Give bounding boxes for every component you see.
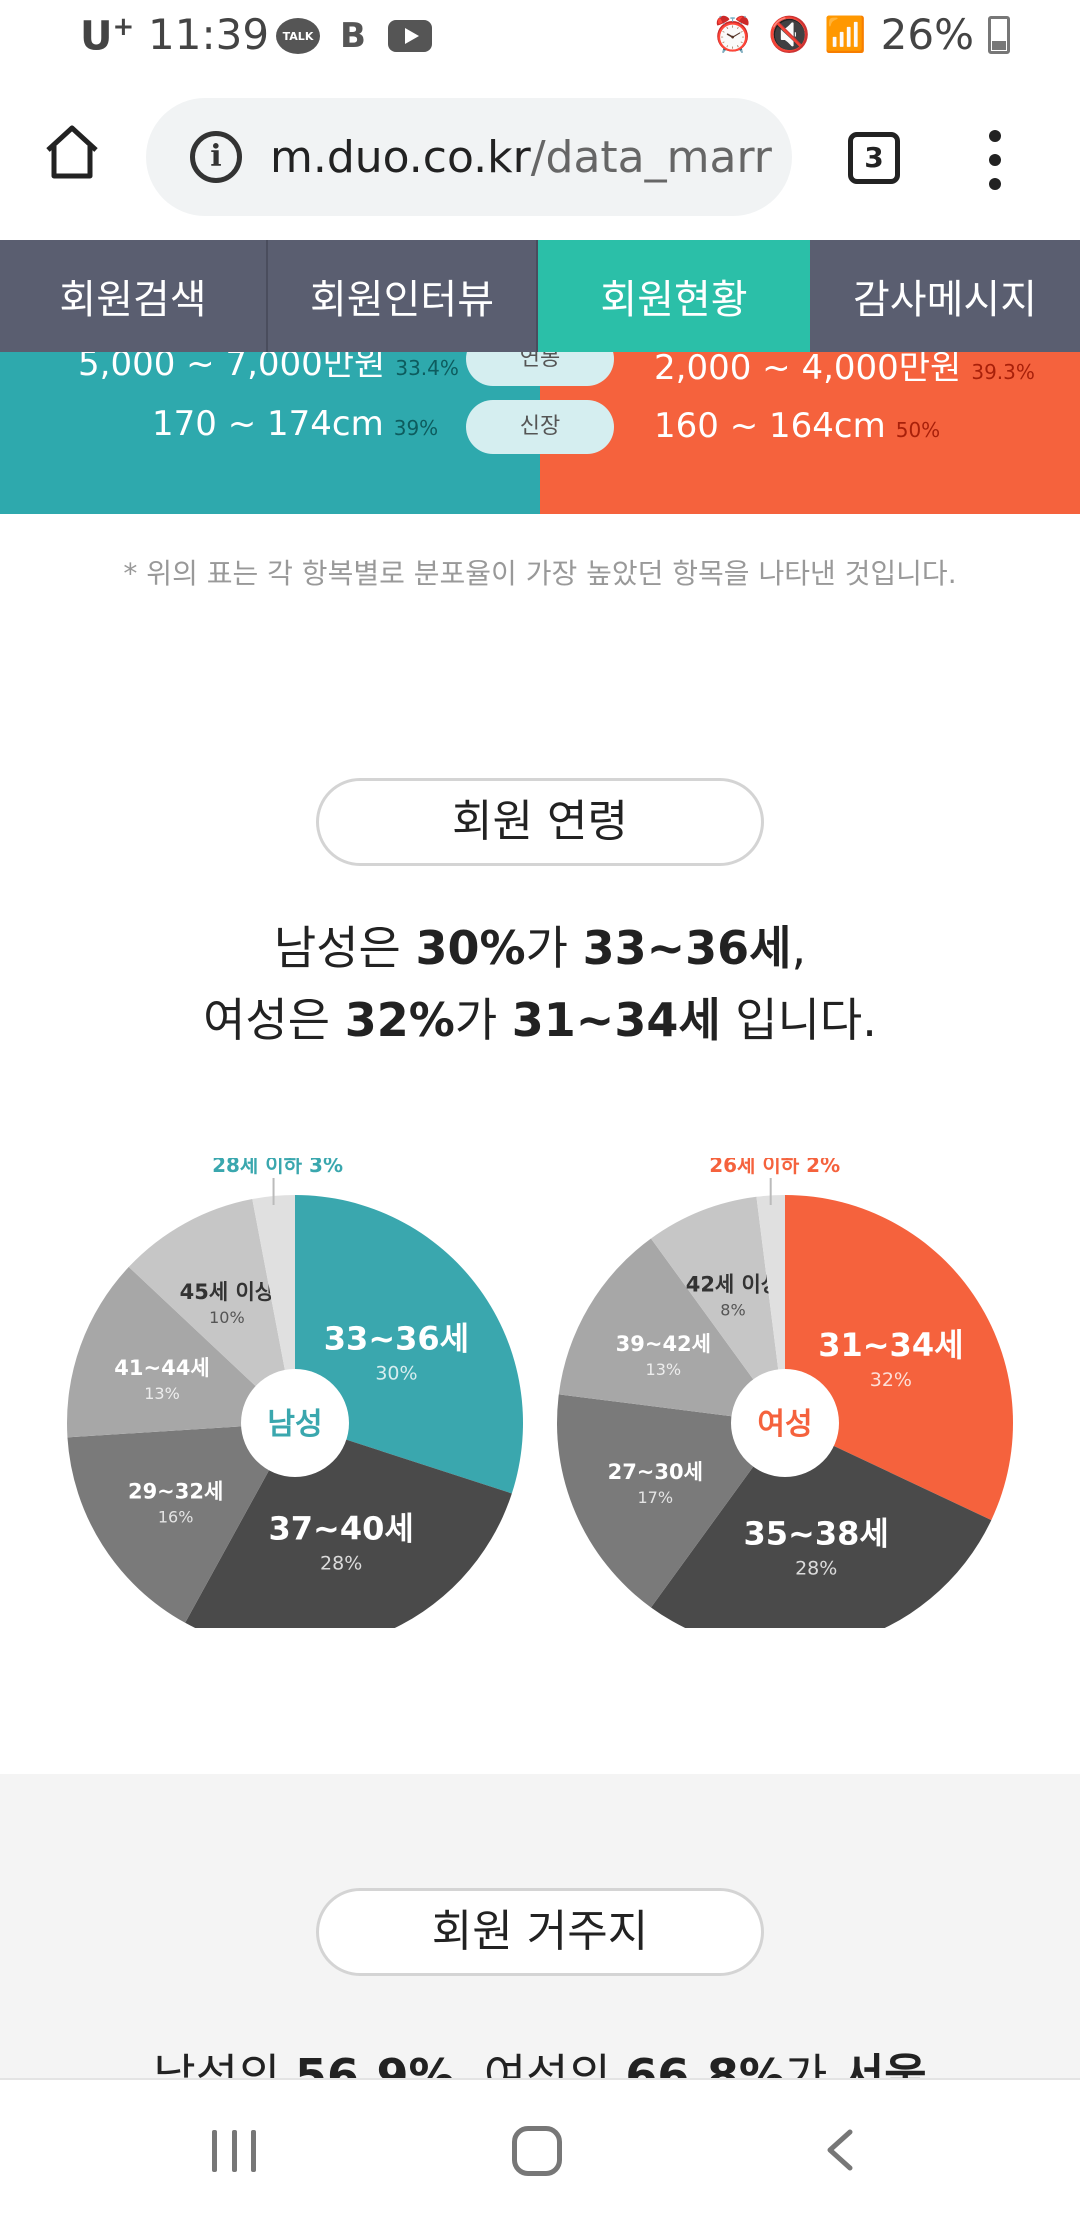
- male-slice-value-2: 16%: [158, 1508, 194, 1527]
- male-pie-slice-2: [67, 1423, 295, 1623]
- male-pie-slice-4: [128, 1199, 295, 1423]
- url-text[interactable]: m.duo.co.kr/data_marr: [270, 132, 772, 183]
- male-pie-label-1: 37~40세 28%: [268, 1510, 413, 1575]
- tab-thanks-message[interactable]: 감사메시지: [853, 277, 1037, 323]
- female-pie-label-0: 31~34세 32%: [818, 1326, 963, 1391]
- female-pie-label-2: 27~30세 17%: [608, 1460, 703, 1507]
- male-pie-center-label: 남성: [267, 1407, 322, 1442]
- female-pie-label-1: 35~38세 28%: [744, 1514, 889, 1579]
- female-pie-center: [731, 1369, 839, 1477]
- male-callout-label: 28세 이하 3%: [212, 1158, 343, 1177]
- male-slice-label-0: 33~36세: [324, 1319, 469, 1357]
- home-icon[interactable]: [40, 120, 104, 184]
- female-pie-slice-4: [650, 1196, 785, 1423]
- female-pie-slice-5: [756, 1195, 785, 1423]
- tab-switcher-button[interactable]: 3: [848, 132, 900, 184]
- address-bar[interactable]: i m.duo.co.kr/data_marr: [146, 98, 792, 216]
- female-pie-svg: 31~34세 32% 35~38세 28% 27~30세 17% 39~42세 13% 42세 …: [557, 1153, 1013, 1651]
- battery-percent: 26%: [880, 10, 974, 59]
- female-pie-label-4: 42세 이상 8%: [686, 1273, 781, 1320]
- male-slice-label-4: 45세 이상: [180, 1280, 275, 1304]
- carrier-label: U+: [80, 12, 135, 60]
- residence-summary: 남성의 56.9%, 여성의 66.8%가 서울: [153, 2049, 927, 2078]
- age-section-title: 회원 연령: [316, 778, 764, 866]
- kakaotalk-icon: TALK: [276, 18, 320, 54]
- female-slice-label-1: 35~38세: [744, 1514, 889, 1552]
- age-summary-male: 남성은 30%가 33~36세,: [273, 921, 807, 975]
- female-slice-label-2: 27~30세: [608, 1460, 703, 1484]
- male-slice-label-1: 37~40세: [268, 1510, 413, 1548]
- tab-member-interview[interactable]: 회원인터뷰: [268, 240, 538, 352]
- home-nav-icon[interactable]: [512, 2126, 562, 2176]
- female-slice-label-3: 39~42세: [616, 1332, 711, 1356]
- female-salary: 2,000 ~ 4,000만원 39.3%: [654, 348, 1035, 388]
- stats-band: 5,000 ~ 7,000만원 33.4% 연봉 2,000 ~ 4,000만원 3…: [0, 332, 1080, 514]
- male-slice-value-0: 30%: [375, 1362, 417, 1384]
- page-content: 회원검색 회원인터뷰 회원현황 감사메시지 5,000 ~ 7,000만원 33.…: [0, 240, 1080, 2078]
- male-slice-label-3: 41~44세: [114, 1356, 209, 1380]
- male-pie-center: [241, 1369, 349, 1477]
- male-pie-slice-1: [185, 1423, 512, 1651]
- footnote: * 위의 표는 각 항복별로 분포율이 가장 높았던 항목을 나타낸 것입니다.: [123, 557, 957, 590]
- male-stats-panel: [0, 352, 540, 514]
- youtube-icon: [388, 20, 432, 52]
- wifi-icon: 📶: [824, 14, 867, 55]
- female-slice-label-0: 31~34세: [818, 1326, 963, 1364]
- male-age-pie-chart: 33~36세 30% 37~40세 28% 29~32세 16% 41~44세 13% 45세 …: [60, 1153, 530, 1651]
- male-slice-value-1: 28%: [320, 1553, 362, 1575]
- female-pie-slice-3: [558, 1238, 785, 1423]
- residence-section: 회원 거주지 남성의 56.9%, 여성의 66.8%가 서울: [0, 1774, 1080, 2078]
- back-icon[interactable]: [820, 2128, 860, 2172]
- female-slice-value-1: 28%: [795, 1557, 837, 1579]
- female-slice-value-0: 32%: [870, 1369, 912, 1391]
- male-pie-slice-0: [295, 1195, 523, 1494]
- female-pie-slice-1: [650, 1423, 992, 1651]
- female-pie-slice-0: [785, 1195, 1013, 1521]
- status-indicators: ⏰ 🔇 📶 26%: [712, 10, 1010, 59]
- male-slice-value-4: 10%: [209, 1308, 245, 1327]
- residence-section-title: 회원 거주지: [316, 1888, 764, 1976]
- age-summary-female: 여성은 32%가 31~34세 입니다.: [203, 993, 877, 1047]
- b-app-icon: B: [340, 16, 366, 56]
- female-pie-label-3: 39~42세 13%: [616, 1332, 711, 1379]
- more-menu-icon[interactable]: [980, 130, 1010, 190]
- female-age-pie-chart: 31~34세 32% 35~38세 28% 27~30세 17% 39~42세 13% 42세 …: [550, 1153, 1020, 1651]
- female-height: 160 ~ 164cm 50%: [654, 406, 941, 446]
- female-stats-panel: [540, 352, 1080, 514]
- male-pie-label-4: 45세 이상 10%: [180, 1280, 275, 1327]
- male-pie-slice-3: [67, 1266, 295, 1438]
- male-pie-svg: 33~36세 30% 37~40세 28% 29~32세 16% 41~44세 13% 45세 …: [67, 1153, 523, 1651]
- tab-member-search[interactable]: 회원검색: [0, 240, 268, 352]
- recent-apps-icon[interactable]: [212, 2130, 256, 2172]
- clock: 11:39: [148, 10, 270, 59]
- female-callout-label: 26세 이하 2%: [709, 1158, 840, 1177]
- male-height: 170 ~ 174cm 39%: [152, 404, 439, 444]
- tab-member-status[interactable]: 회원현황: [538, 240, 810, 352]
- male-pie-label-0: 33~36세 30%: [324, 1319, 469, 1384]
- browser-toolbar: i m.duo.co.kr/data_marr 3: [0, 72, 1080, 240]
- section-nav: 회원검색 회원인터뷰 회원현황 감사메시지: [0, 240, 1080, 352]
- alarm-icon: ⏰: [711, 14, 754, 55]
- female-pie-center-label: 여성: [757, 1407, 812, 1442]
- female-slice-value-4: 8%: [720, 1301, 745, 1320]
- info-icon[interactable]: i: [190, 131, 242, 183]
- female-slice-value-3: 13%: [646, 1360, 682, 1379]
- male-pie-label-2: 29~32세 16%: [128, 1480, 223, 1527]
- female-slice-value-2: 17%: [637, 1488, 673, 1507]
- battery-icon: [988, 15, 1010, 54]
- height-label: 신장: [466, 400, 614, 454]
- male-pie-label-3: 41~44세 13%: [114, 1356, 209, 1403]
- male-slice-value-3: 13%: [144, 1384, 180, 1403]
- female-slice-label-4: 42세 이상: [686, 1273, 781, 1297]
- mute-icon: 🔇: [767, 14, 811, 55]
- status-bar: U+ 11:39 TALK B ⏰ 🔇 📶 26%: [0, 0, 1080, 72]
- system-navigation-bar: [0, 2078, 1080, 2220]
- female-pie-slice-2: [557, 1394, 785, 1608]
- male-slice-label-2: 29~32세: [128, 1480, 223, 1504]
- male-pie-slice-5: [252, 1195, 295, 1423]
